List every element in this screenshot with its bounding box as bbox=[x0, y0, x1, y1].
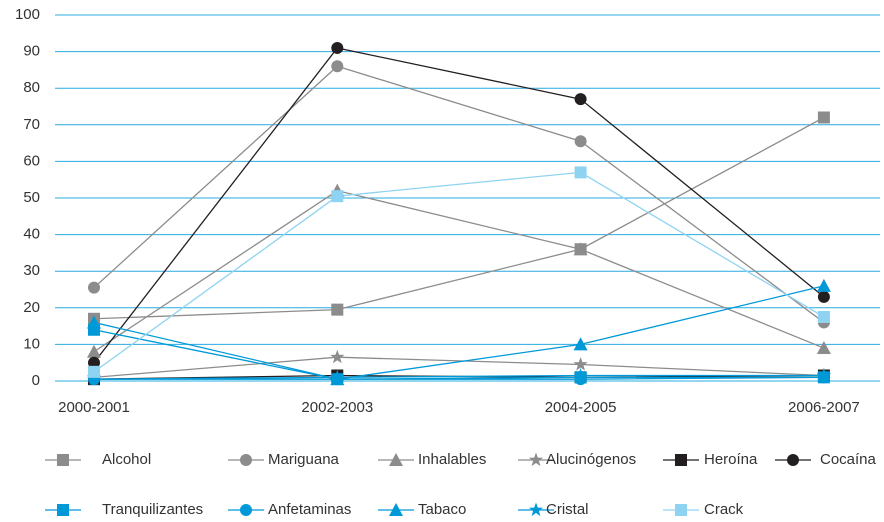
y-tick-label: 0 bbox=[32, 372, 40, 389]
marker bbox=[675, 454, 687, 466]
marker bbox=[331, 190, 344, 203]
series-line bbox=[93, 65, 825, 323]
y-tick-label: 20 bbox=[23, 299, 40, 316]
legend-label: Crack bbox=[704, 501, 744, 518]
marker bbox=[817, 290, 830, 303]
marker bbox=[331, 41, 344, 54]
legend-label: Cocaína bbox=[820, 451, 877, 468]
marker bbox=[331, 303, 344, 316]
marker bbox=[88, 365, 100, 378]
series-line bbox=[93, 171, 825, 373]
marker bbox=[240, 454, 252, 466]
marker bbox=[816, 278, 831, 292]
marker bbox=[573, 337, 588, 351]
marker bbox=[787, 454, 799, 466]
marker bbox=[573, 357, 588, 371]
legend-label: Cristal bbox=[546, 501, 589, 518]
marker bbox=[573, 242, 588, 256]
x-tick-label: 2000-2001 bbox=[58, 399, 130, 416]
series-line bbox=[94, 376, 824, 380]
series-line bbox=[93, 356, 824, 378]
marker bbox=[389, 453, 403, 466]
series-line bbox=[93, 47, 825, 364]
marker bbox=[675, 504, 687, 516]
y-tick-label: 90 bbox=[23, 43, 40, 60]
legend-label: Mariguana bbox=[268, 451, 340, 468]
marker bbox=[88, 356, 100, 369]
marker bbox=[331, 60, 344, 73]
marker bbox=[817, 310, 830, 323]
y-tick-label: 50 bbox=[23, 189, 40, 206]
marker bbox=[574, 135, 587, 148]
legend-label: Tabaco bbox=[418, 501, 466, 518]
marker bbox=[330, 369, 345, 384]
marker bbox=[86, 371, 102, 386]
marker bbox=[574, 166, 587, 179]
legend-label: Inhalables bbox=[418, 451, 486, 468]
series-line bbox=[93, 285, 825, 380]
marker bbox=[817, 111, 830, 124]
marker bbox=[389, 503, 403, 516]
marker bbox=[528, 452, 544, 467]
series-line bbox=[93, 189, 825, 353]
y-tick-label: 70 bbox=[23, 116, 40, 133]
marker bbox=[330, 349, 345, 364]
marker bbox=[87, 344, 101, 358]
marker bbox=[573, 368, 588, 382]
series-line bbox=[93, 374, 824, 380]
legend-label: Anfetaminas bbox=[268, 501, 351, 518]
legend-label: Alcohol bbox=[102, 451, 151, 468]
y-tick-label: 80 bbox=[23, 79, 40, 96]
y-tick-label: 40 bbox=[23, 226, 40, 243]
series-line bbox=[93, 329, 824, 380]
legend-label: Tranquilizantes bbox=[102, 501, 203, 518]
x-tick-label: 2006-2007 bbox=[788, 399, 860, 416]
marker bbox=[240, 504, 252, 516]
marker bbox=[88, 281, 100, 294]
marker bbox=[528, 502, 544, 517]
y-tick-label: 10 bbox=[23, 335, 40, 352]
marker bbox=[816, 368, 831, 382]
series-line bbox=[93, 116, 825, 320]
marker bbox=[57, 504, 69, 516]
marker bbox=[574, 93, 587, 106]
legend-label: Heroína bbox=[704, 451, 758, 468]
y-tick-label: 60 bbox=[23, 152, 40, 169]
y-tick-label: 100 bbox=[15, 6, 40, 23]
y-tick-label: 30 bbox=[23, 262, 40, 279]
marker bbox=[816, 341, 831, 355]
x-tick-label: 2004-2005 bbox=[545, 399, 617, 416]
legend-label: Alucinógenos bbox=[546, 451, 636, 468]
x-tick-label: 2002-2003 bbox=[301, 399, 373, 416]
marker bbox=[57, 454, 69, 466]
marker bbox=[87, 315, 101, 329]
